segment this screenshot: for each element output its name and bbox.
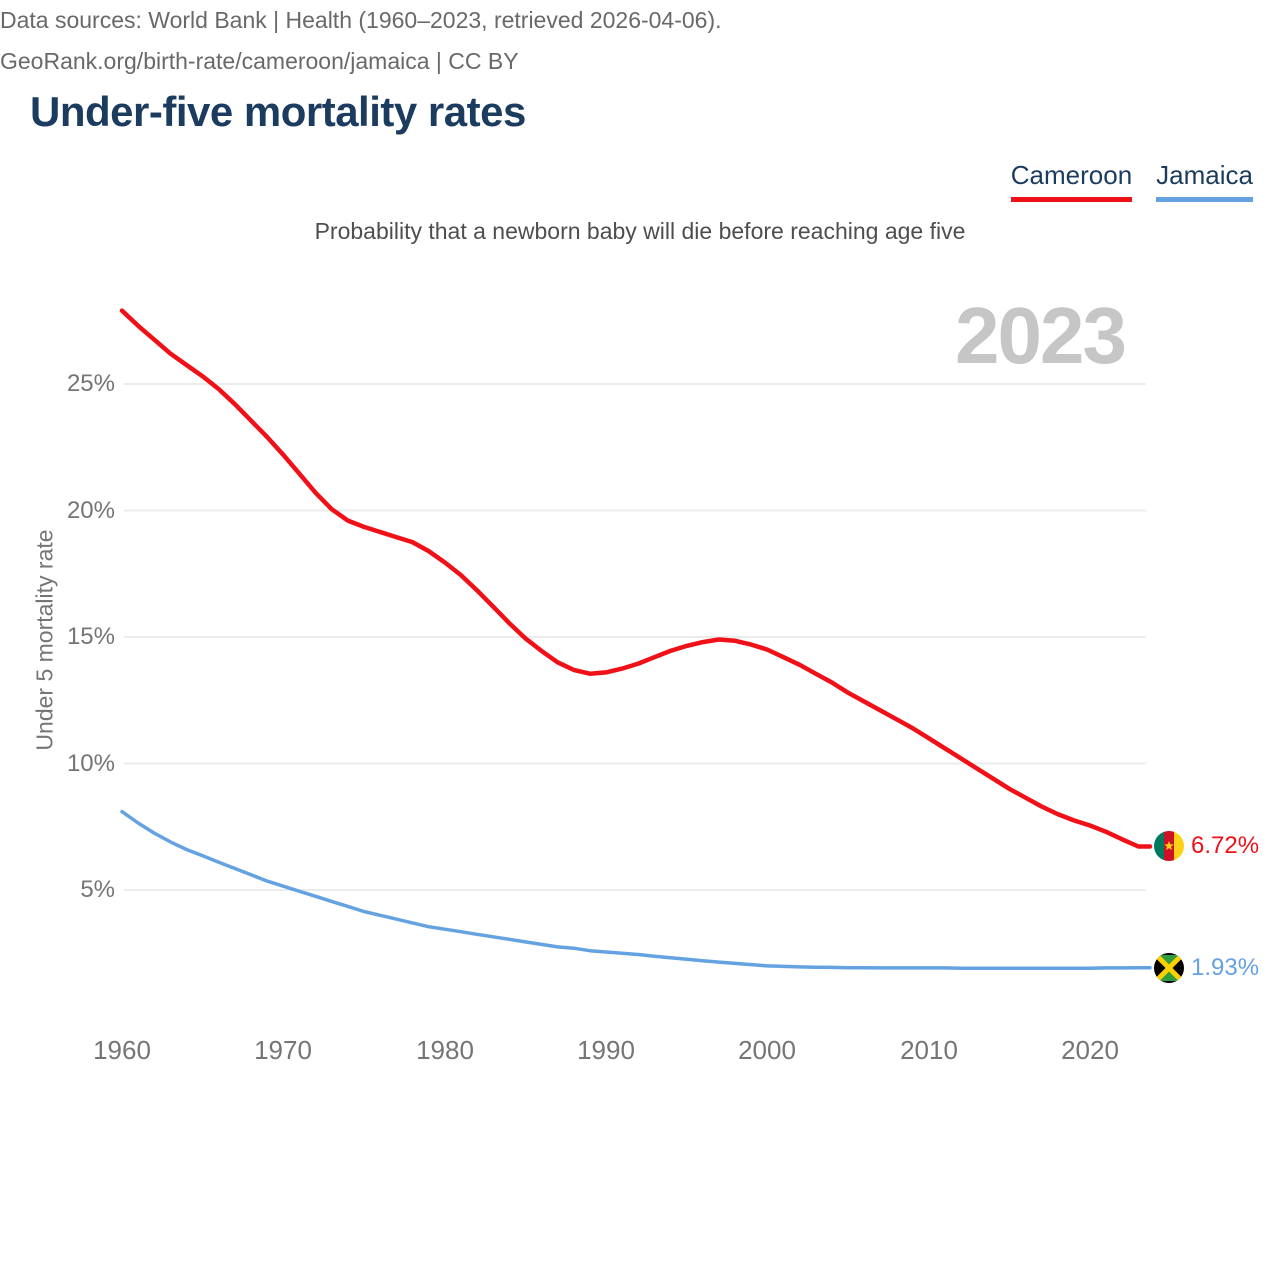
source-attribution: Data sources: World Bank | Health (1960–…: [0, 0, 1280, 82]
x-tick-label: 2010: [900, 1035, 958, 1065]
x-tick-label: 2000: [738, 1035, 796, 1065]
cameroon-end-value: 6.72%: [1191, 832, 1260, 859]
x-tick-label: 2020: [1061, 1035, 1119, 1065]
legend-item-cameroon[interactable]: Cameroon: [1010, 160, 1133, 202]
y-tick-label: 10%: [66, 750, 115, 777]
y-tick-label: 20%: [66, 497, 115, 524]
x-tick-label: 1980: [416, 1035, 474, 1065]
jamaica-end-value: 1.93%: [1191, 954, 1260, 981]
y-tick-label: 5%: [80, 876, 115, 903]
cameroon-flag-icon: [1154, 831, 1184, 861]
jamaica-flag-icon: [1154, 953, 1184, 983]
legend-item-jamaica[interactable]: Jamaica: [1156, 160, 1253, 202]
page-title: Under-five mortality rates: [30, 88, 526, 135]
x-tick-label: 1960: [93, 1035, 151, 1065]
x-tick-label: 1970: [254, 1035, 312, 1065]
chart-subtitle: Probability that a newborn baby will die…: [314, 218, 966, 244]
series-line-jamaica: [120, 809, 1152, 970]
y-tick-label: 25%: [66, 370, 115, 397]
x-tick-label: 1990: [577, 1035, 635, 1065]
georank-url-line: GeoRank.org/birth-rate/cameroon/jamaica …: [0, 48, 519, 74]
legend: Cameroon Jamaica: [1010, 160, 1253, 202]
data-sources-line: Data sources: World Bank | Health (1960–…: [0, 7, 722, 33]
y-tick-label: 15%: [66, 623, 115, 650]
year-watermark: 2023: [955, 291, 1127, 380]
series-line-cameroon: [119, 308, 1153, 849]
